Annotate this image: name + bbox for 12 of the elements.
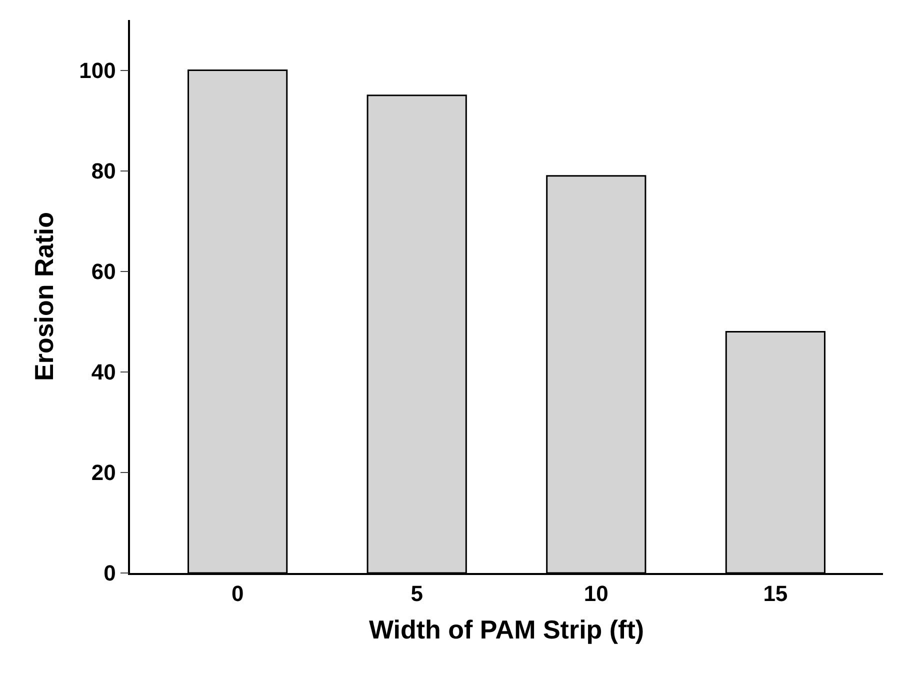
y-tick-label: 100	[79, 58, 116, 83]
x-tick-label: 10	[584, 581, 608, 606]
y-tick-label: 0	[104, 560, 116, 586]
x-tick-label: 15	[763, 581, 788, 606]
x-axis-title: Width of PAM Strip (ft)	[368, 614, 644, 644]
x-tick-label: 5	[410, 581, 423, 606]
y-tick-label: 80	[91, 158, 116, 184]
y-tick-label: 60	[91, 259, 116, 284]
y-tick-label: 20	[91, 460, 116, 486]
x-tick-label: 0	[231, 581, 244, 606]
y-axis-title: Erosion Ratio	[29, 212, 60, 382]
y-tick-label: 40	[91, 360, 116, 385]
